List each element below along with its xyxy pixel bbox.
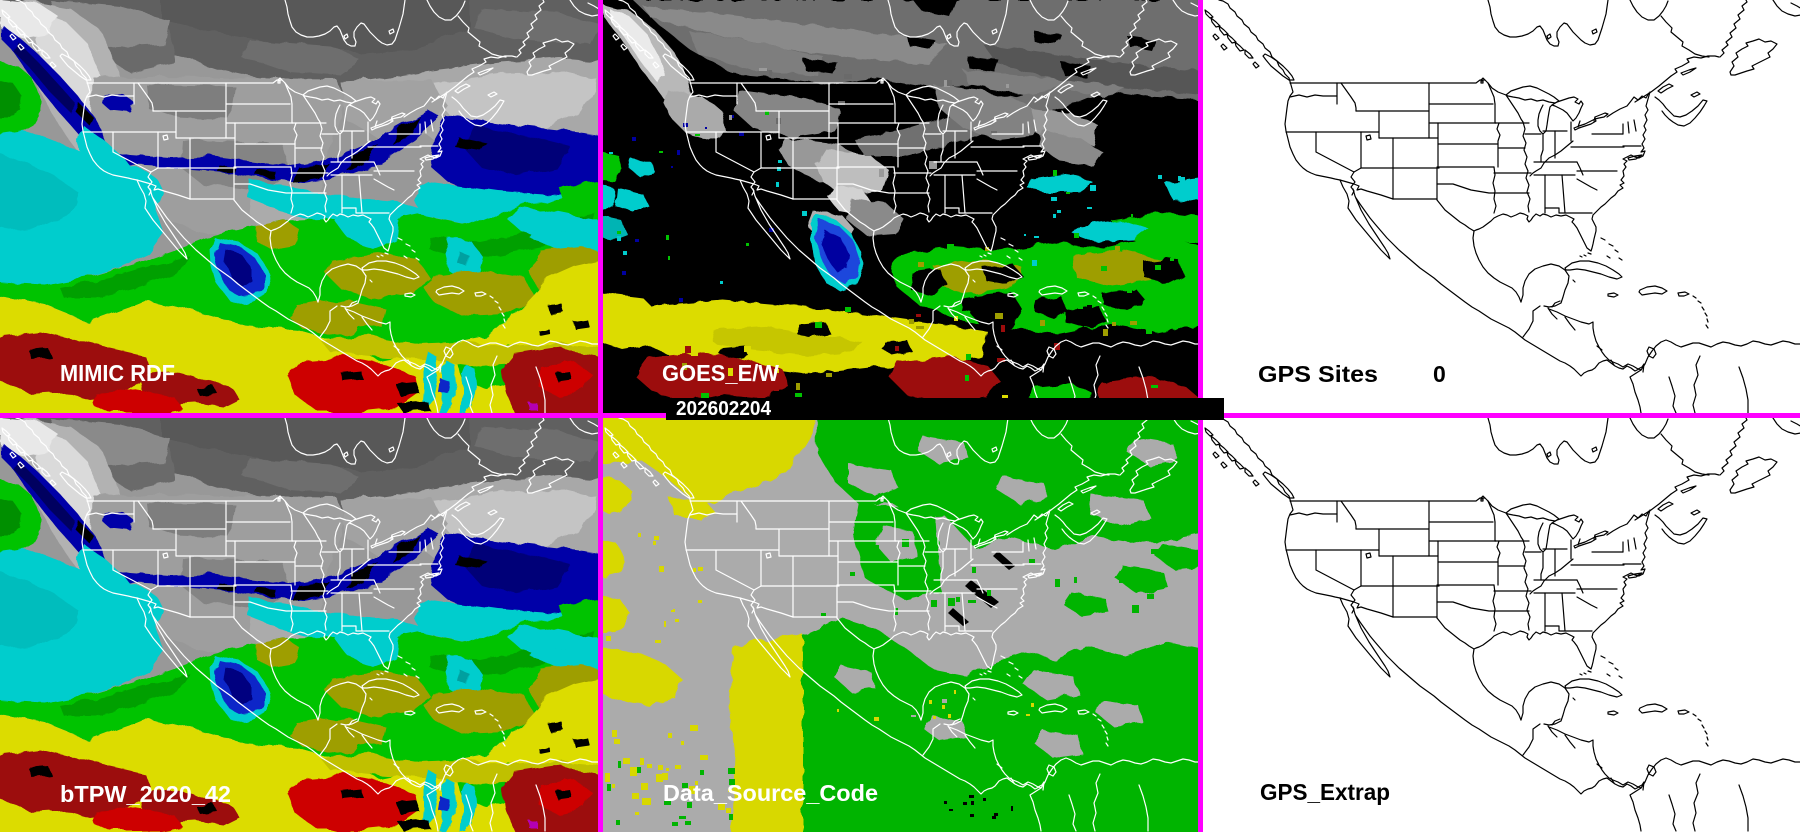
svg-text:bTPW_2020_42: bTPW_2020_42 (60, 781, 231, 807)
svg-text:202602204: 202602204 (676, 398, 772, 420)
svg-text:Data_Source_Code: Data_Source_Code (663, 780, 878, 806)
svg-text:MIMIC RDF: MIMIC RDF (60, 360, 175, 386)
svg-text:0: 0 (1433, 361, 1446, 387)
svg-text:GOES_E/W: GOES_E/W (662, 360, 779, 386)
svg-text:GPS_Extrap: GPS_Extrap (1260, 779, 1390, 805)
svg-text:GPS Sites: GPS Sites (1258, 361, 1378, 387)
